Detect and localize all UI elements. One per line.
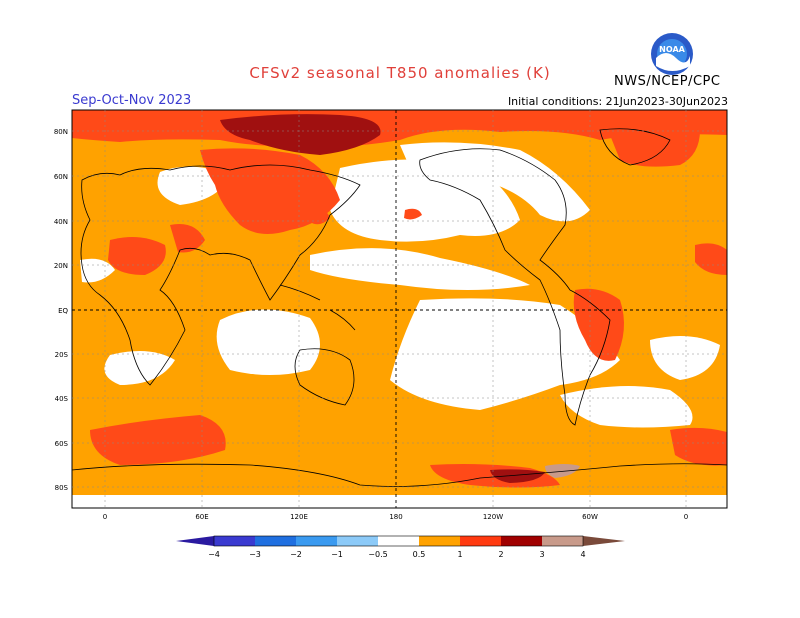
lat-label: 20S xyxy=(55,351,69,359)
equator-dateline xyxy=(72,110,727,508)
legend-tick: 4 xyxy=(580,550,585,559)
lat-lon-grid xyxy=(72,110,727,508)
initial-conditions: Initial conditions: 21Jun2023-30Jun2023 xyxy=(507,95,728,108)
season-label: Sep-Oct-Nov 2023 xyxy=(72,93,192,108)
map-frame xyxy=(71,109,728,509)
lon-label: 60E xyxy=(195,513,208,521)
color-legend: −4 −3 −2 −1 −0.5 0.5 1 2 3 4 xyxy=(176,535,625,559)
lat-label: 40N xyxy=(54,218,68,226)
map-title: CFSv2 seasonal T850 anomalies (K) xyxy=(249,64,551,82)
legend-tick: −1 xyxy=(331,550,343,559)
anomaly-field xyxy=(72,110,727,508)
legend-tick: 0.5 xyxy=(413,550,426,559)
legend-tick: −4 xyxy=(208,550,220,559)
legend-tick: −2 xyxy=(290,550,302,559)
lon-axis-labels: 0 60E 120E 180 120W 60W 0 xyxy=(103,513,688,521)
lat-label: 40S xyxy=(55,395,69,403)
moderate-anomaly-regions xyxy=(72,110,727,488)
lat-label: EQ xyxy=(58,307,68,315)
lat-label: 20N xyxy=(54,262,68,270)
near-zero-regions xyxy=(80,142,720,428)
lon-label: 180 xyxy=(389,513,402,521)
organization-label: NWS/NCEP/CPC xyxy=(614,74,721,89)
lon-label: 60W xyxy=(582,513,598,521)
legend-tick: 1 xyxy=(457,550,462,559)
very-strong-anomaly-regions xyxy=(545,464,580,478)
legend-tick: 3 xyxy=(539,550,544,559)
legend-tick: −3 xyxy=(249,550,261,559)
lon-label: 120W xyxy=(483,513,503,521)
logo-text: NOAA xyxy=(659,45,685,54)
anomaly-base-fill xyxy=(72,110,727,508)
strong-anomaly-regions xyxy=(220,114,545,483)
lon-label: 0 xyxy=(684,513,688,521)
legend-tick: −0.5 xyxy=(368,550,387,559)
lat-label: 60N xyxy=(54,173,68,181)
lat-label: 80S xyxy=(55,484,69,492)
lat-label: 60S xyxy=(55,440,69,448)
lat-label: 80N xyxy=(54,128,68,136)
noaa-logo: NOAA xyxy=(651,33,693,75)
legend-tick: 2 xyxy=(498,550,503,559)
lon-label: 120E xyxy=(290,513,308,521)
lat-axis-labels: 80N 60N 40N 20N EQ 20S 40S 60S 80S xyxy=(54,128,69,492)
lon-label: 0 xyxy=(103,513,107,521)
coastlines xyxy=(72,128,727,487)
